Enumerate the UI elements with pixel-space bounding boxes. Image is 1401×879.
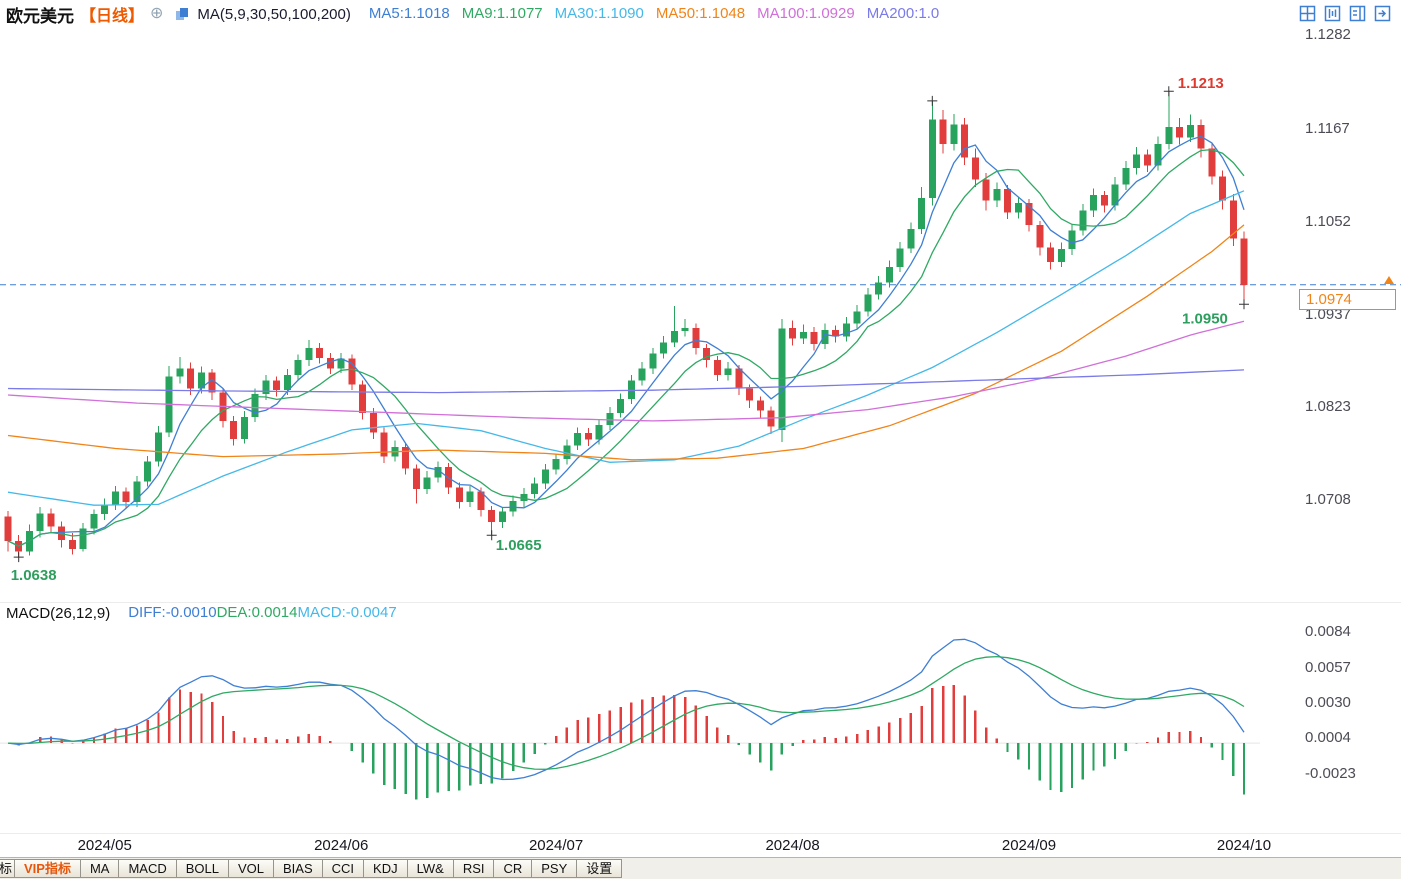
price-axis-label: 1.0708: [1305, 491, 1351, 509]
indicator-icon[interactable]: [175, 7, 189, 21]
indicator-tab-kdj[interactable]: KDJ: [363, 859, 408, 878]
ma5-line: [7, 135, 1245, 547]
price-marker-cross: [1239, 299, 1249, 310]
macd-value-label: DEA:0.0014: [216, 604, 298, 621]
price-axis-label: 1.1282: [1305, 26, 1351, 44]
date-axis-label: 2024/10: [1216, 837, 1272, 854]
price-axis-label: 1.1052: [1305, 212, 1351, 230]
price-axis-label: 1.0823: [1305, 398, 1351, 416]
price-marker-cross: [927, 95, 938, 106]
date-axis-label: 2024/07: [528, 837, 584, 854]
date-axis-label: 2024/08: [765, 837, 820, 854]
date-axis-label: 2024/05: [77, 837, 132, 854]
date-axis-label: 2024/06: [314, 837, 369, 854]
ma-value-label: MA200:1.0: [866, 5, 940, 22]
macd-axis-label: 0.0084: [1305, 622, 1351, 640]
indicator-toolbar: 指标VIP指标MAMACDBOLLVOLBIASCCIKDJLW&RSICRPS…: [0, 857, 1401, 879]
symbol-title: 欧元美元: [6, 6, 74, 26]
macd-header: MACD(26,12,9) DIFF:-0.0010DEA:0.0014MACD…: [6, 604, 397, 622]
price-axis-label: 1.1167: [1305, 119, 1350, 137]
indicator-tab-cr[interactable]: CR: [493, 859, 533, 878]
macd-diff-line: [7, 638, 1245, 781]
indicator-tab-rsi[interactable]: RSI: [452, 859, 495, 878]
chart-header: 欧元美元 【日线】 ⊕ MA(5,9,30,50,100,200) MA5:1.…: [0, 0, 1401, 28]
macd-axis-label: 0.0004: [1305, 728, 1351, 746]
ma-value-label: MA30:1.1090: [554, 5, 644, 22]
indicator-tab-bias[interactable]: BIAS: [273, 859, 323, 878]
price-marker-cross: [1163, 86, 1174, 97]
macd-value-label: MACD:-0.0047: [297, 604, 397, 621]
price-annotation: 1.1213: [1178, 75, 1224, 92]
indicator-tab-settings[interactable]: 设置: [576, 859, 623, 878]
price-axis-label: 1.0937: [1305, 305, 1351, 323]
macd-value-label: DIFF:-0.0010: [128, 604, 217, 621]
candlestick-series: [4, 91, 1248, 558]
expand-panel-icon[interactable]: [1374, 5, 1391, 22]
indicator-tab-macd[interactable]: MACD: [118, 859, 177, 878]
grid-layout-icon[interactable]: [1299, 5, 1316, 22]
indicator-tab-vip[interactable]: VIP指标: [14, 859, 81, 878]
price-marker-cross: [13, 552, 24, 563]
indicator-tab-cci[interactable]: CCI: [321, 859, 365, 878]
macd-legend: DIFF:-0.0010DEA:0.0014MACD:-0.0047: [128, 604, 396, 622]
macd-dea-line: [7, 655, 1245, 770]
split-panel-icon[interactable]: [1349, 5, 1366, 22]
ma30-line: [7, 190, 1245, 506]
indicator-tab-vol[interactable]: VOL: [228, 859, 275, 878]
price-annotation: 1.0638: [11, 567, 57, 584]
price-annotation: 1.0665: [496, 537, 542, 554]
macd-axis-label: -0.0023: [1305, 764, 1356, 782]
candlestick-panel-icon[interactable]: [1324, 5, 1341, 22]
ma-value-label: MA9:1.1077: [461, 5, 543, 22]
ma-value-label: MA50:1.1048: [655, 5, 746, 22]
ma9-line: [7, 148, 1245, 547]
latest-price-arrow-icon[interactable]: [1384, 275, 1394, 284]
date-axis-label: 2024/09: [1001, 837, 1057, 854]
macd-title: MACD(26,12,9): [6, 604, 111, 622]
ma200-line: [7, 369, 1245, 394]
ma50-line: [7, 224, 1245, 461]
ma-legend: MA5:1.1018 MA9:1.1077 MA30:1.1090 MA50:1.10…: [357, 5, 939, 23]
price-annotation: 1.0950: [1182, 310, 1228, 327]
current-price-tag: 1.0974: [1299, 288, 1396, 310]
layout-icon-group: [1299, 5, 1391, 22]
circle-plus-icon[interactable]: ⊕: [150, 5, 164, 22]
ma-value-label: MA5:1.1018: [368, 5, 450, 22]
main-chart[interactable]: 1.0638 1.0665 1.1213 1.0950: [0, 0, 1401, 858]
ma100-line: [7, 320, 1245, 422]
indicator-tab-lwr[interactable]: LW&: [406, 859, 454, 878]
macd-axis-label: 0.0030: [1305, 694, 1351, 712]
indicator-tab-psy[interactable]: PSY: [531, 859, 578, 878]
indicator-tab-boll[interactable]: BOLL: [175, 859, 229, 878]
ma-group-label: MA(5,9,30,50,100,200): [197, 5, 351, 23]
indicator-tab-ma[interactable]: MA: [79, 859, 120, 878]
macd-axis-label: 0.0057: [1305, 658, 1351, 676]
period-label[interactable]: 【日线】: [80, 8, 145, 25]
indicator-tab-indicator-clip[interactable]: 指标: [0, 859, 15, 878]
price-marker-cross: [486, 530, 497, 541]
ma-value-label: MA100:1.0929: [757, 5, 855, 22]
